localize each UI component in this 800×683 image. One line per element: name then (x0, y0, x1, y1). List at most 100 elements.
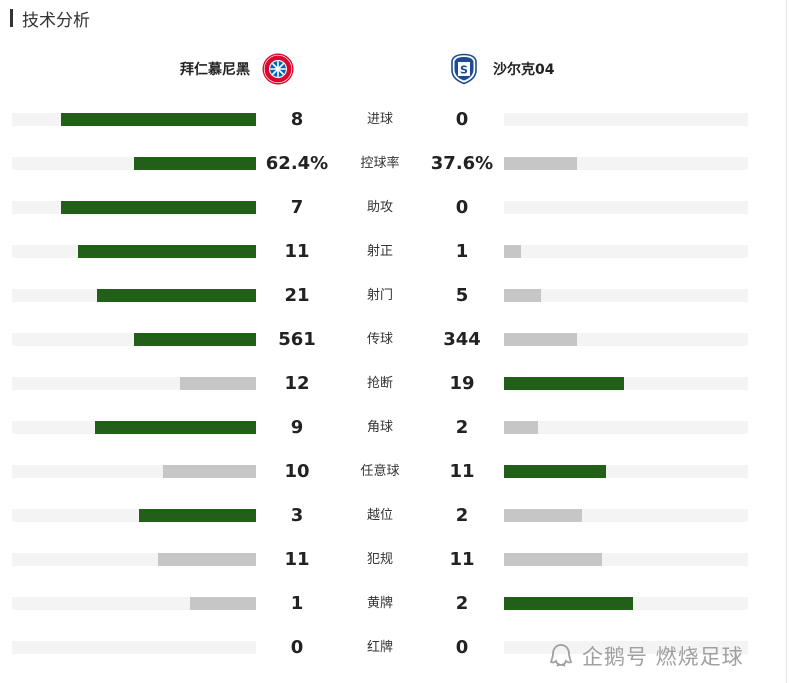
fc-bayern-crest-icon (262, 53, 294, 85)
away-bar-track (504, 509, 748, 522)
home-bar-fill (139, 509, 256, 522)
away-bar-fill (504, 333, 577, 346)
home-bar-track (12, 553, 256, 566)
away-bar-track (504, 641, 748, 654)
home-bar-fill (78, 245, 256, 258)
stat-label: 黄牌 (366, 596, 393, 611)
stat-row: 3 越位 2 (0, 496, 786, 540)
away-stat-value: 2 (455, 593, 469, 614)
stat-row: 561 传球 344 (0, 320, 786, 364)
watermark: 企鹅号 燃烧足球 (548, 641, 744, 671)
home-bar-fill (97, 289, 256, 302)
home-stat-value: 11 (284, 549, 310, 570)
stat-label: 红牌 (366, 640, 393, 655)
away-stat-value: 11 (449, 549, 475, 570)
home-bar-track (12, 465, 256, 478)
away-bar-fill (504, 509, 582, 522)
stat-label: 进球 (366, 112, 393, 127)
away-bar-fill (504, 421, 538, 434)
away-bar-track (504, 113, 748, 126)
away-bar-track (504, 157, 748, 170)
stat-row: 0 红牌 0 (0, 628, 786, 672)
stat-label: 助攻 (366, 200, 393, 215)
stat-row: 7 助攻 0 (0, 188, 786, 232)
home-stat-value: 11 (284, 241, 310, 262)
home-bar-fill (190, 597, 256, 610)
home-stat-value: 561 (278, 329, 316, 350)
away-stat-value: 37.6% (430, 153, 494, 174)
stat-row: 21 射门 5 (0, 276, 786, 320)
stat-label: 犯规 (366, 552, 393, 567)
stat-row: 12 抢断 19 (0, 364, 786, 408)
away-stat-value: 1 (455, 241, 469, 262)
home-stat-value: 0 (290, 637, 304, 658)
home-stat-value: 1 (290, 593, 304, 614)
stat-label: 角球 (366, 420, 393, 435)
stat-row: 10 任意球 11 (0, 452, 786, 496)
stat-row: 1 黄牌 2 (0, 584, 786, 628)
away-stat-value: 0 (455, 637, 469, 658)
home-bar-track (12, 245, 256, 258)
svg-text:S: S (460, 64, 468, 77)
away-bar-fill (504, 465, 606, 478)
home-stat-value: 12 (284, 373, 310, 394)
away-bar-track (504, 333, 748, 346)
away-bar-track (504, 421, 748, 434)
home-stat-value: 10 (284, 461, 310, 482)
away-bar-track (504, 597, 748, 610)
home-stat-value: 8 (290, 109, 304, 130)
away-bar-track (504, 201, 748, 214)
away-stat-value: 0 (455, 197, 469, 218)
away-stat-value: 2 (455, 505, 469, 526)
stat-label: 射门 (366, 288, 393, 303)
section-title: 技术分析 (22, 10, 90, 31)
home-bar-fill (95, 421, 256, 434)
home-bar-fill (158, 553, 256, 566)
home-stat-value: 9 (290, 417, 304, 438)
away-bar-fill (504, 377, 624, 390)
stat-label: 传球 (366, 332, 393, 347)
penguin-logo-icon (549, 644, 573, 667)
panel-right-border (786, 0, 787, 683)
home-bar-track (12, 333, 256, 346)
home-bar-track (12, 641, 256, 654)
home-stat-value: 3 (290, 505, 304, 526)
home-stat-value: 21 (284, 285, 310, 306)
away-bar-fill (504, 597, 633, 610)
title-accent-bar (10, 9, 13, 27)
away-team-header: S 沙尔克04 (448, 53, 554, 85)
stat-label: 抢断 (366, 376, 393, 391)
home-bar-fill (134, 157, 256, 170)
home-bar-track (12, 113, 256, 126)
away-stat-value: 2 (455, 417, 469, 438)
home-bar-fill (61, 113, 256, 126)
home-bar-track (12, 509, 256, 522)
stat-row: 62.4% 控球率 37.6% (0, 144, 786, 188)
stat-row: 11 犯规 11 (0, 540, 786, 584)
stat-row: 8 进球 0 (0, 100, 786, 144)
away-bar-track (504, 465, 748, 478)
away-stat-value: 0 (455, 109, 469, 130)
away-bar-fill (504, 553, 602, 566)
home-bar-track (12, 377, 256, 390)
away-stat-value: 5 (455, 285, 469, 306)
away-stat-value: 344 (443, 329, 481, 350)
home-bar-track (12, 421, 256, 434)
schalke-04-crest-icon: S (451, 53, 477, 85)
home-team-header: 拜仁慕尼黑 (180, 53, 294, 85)
away-stat-value: 19 (449, 373, 475, 394)
home-bar-fill (61, 201, 256, 214)
home-bar-fill (180, 377, 256, 390)
away-bar-track (504, 377, 748, 390)
home-stat-value: 7 (290, 197, 304, 218)
stat-row: 11 射正 1 (0, 232, 786, 276)
home-team-name: 拜仁慕尼黑 (180, 62, 250, 78)
watermark-text: 企鹅号 燃烧足球 (582, 645, 744, 669)
stat-row: 9 角球 2 (0, 408, 786, 452)
stat-label: 射正 (366, 244, 393, 259)
away-stat-value: 11 (449, 461, 475, 482)
away-bar-fill (504, 245, 521, 258)
home-bar-track (12, 201, 256, 214)
home-bar-track (12, 289, 256, 302)
away-bar-track (504, 245, 748, 258)
